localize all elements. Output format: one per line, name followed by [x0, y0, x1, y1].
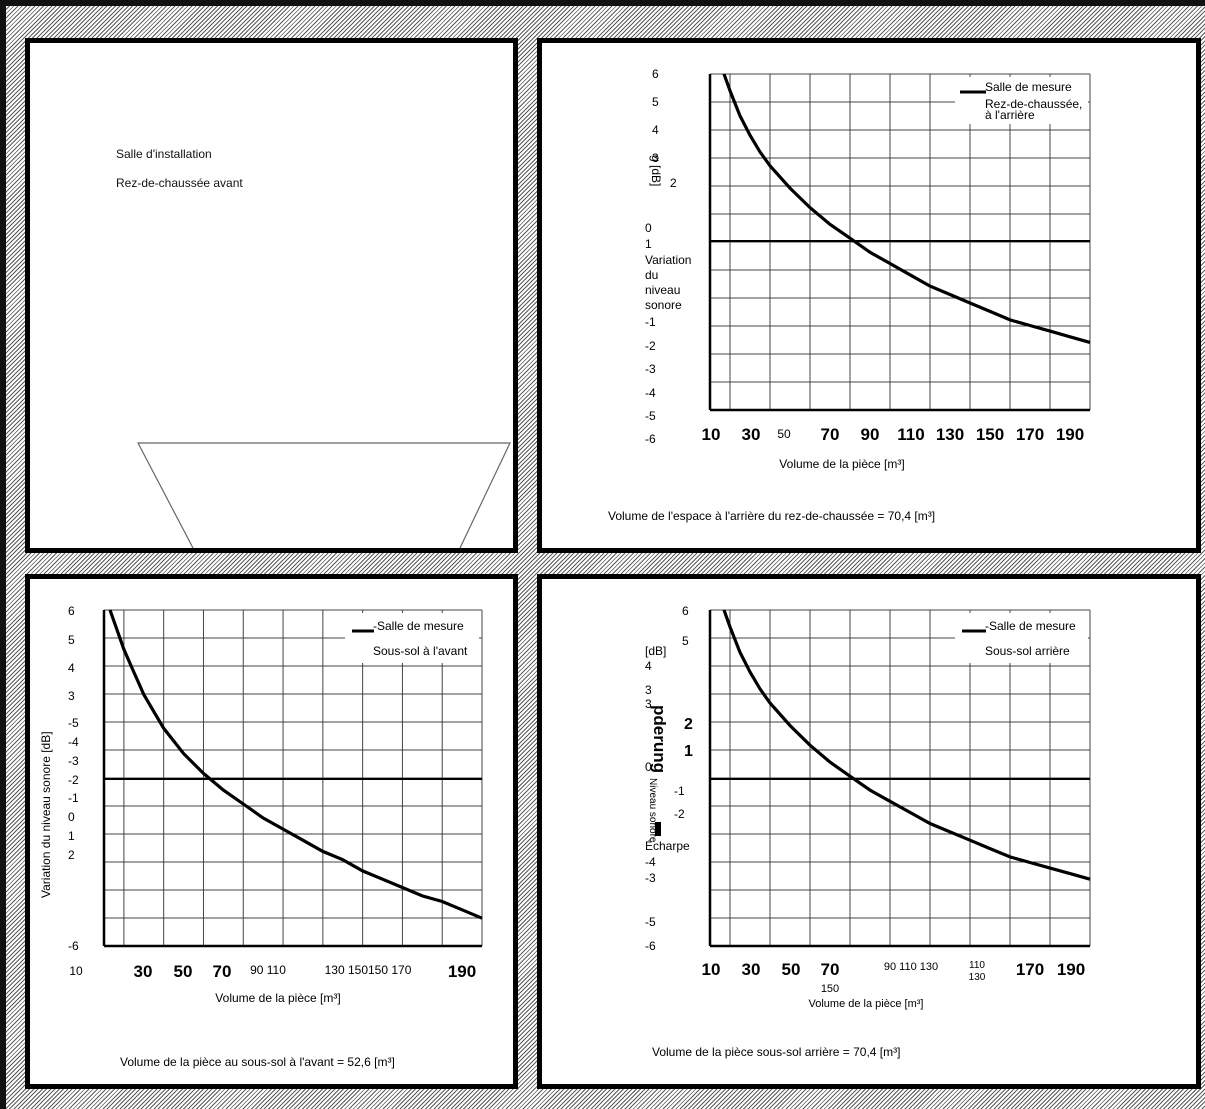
room-installation: Salle d'installation Rez-de-chaussée ava…	[25, 38, 518, 553]
room-sublabel: Rez-de-chaussée avant	[116, 176, 243, 190]
room-basement-rear	[537, 574, 1201, 1089]
room-ground-rear	[537, 38, 1201, 553]
room-label: Salle d'installation	[116, 147, 212, 161]
room-basement-front	[25, 574, 518, 1089]
speaker-outline	[137, 442, 511, 548]
